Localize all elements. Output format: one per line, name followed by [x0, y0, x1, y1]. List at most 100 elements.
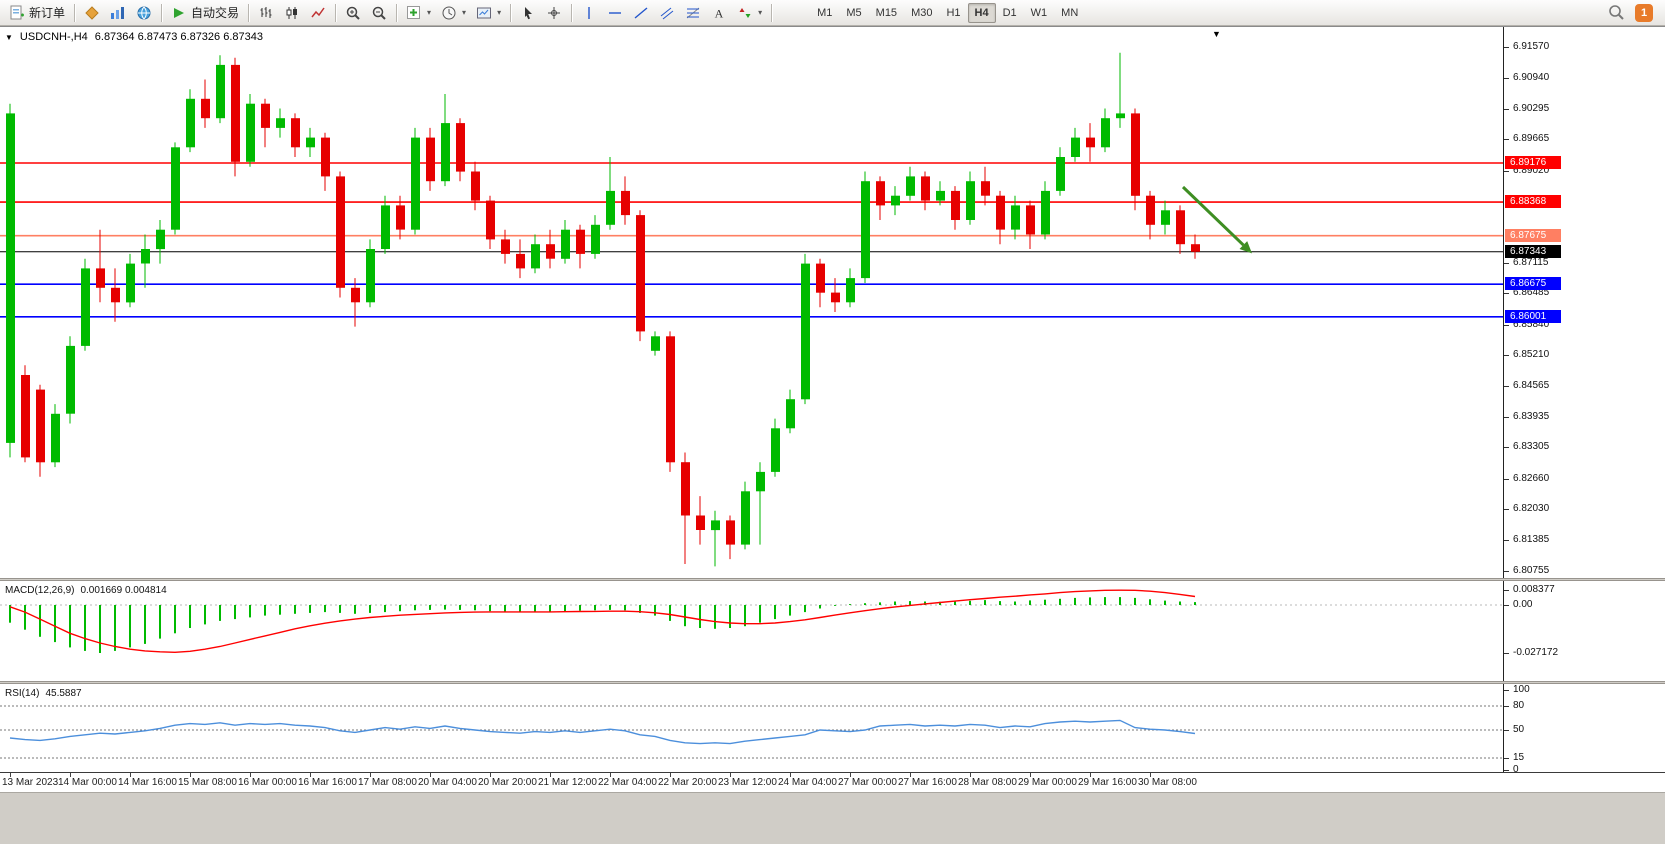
market-watch-button[interactable] [105, 2, 131, 24]
candle [6, 103, 15, 458]
time-axis-label: 27 Mar 16:00 [898, 777, 957, 788]
candle [36, 384, 45, 477]
candle [831, 278, 840, 312]
candle [996, 190, 1005, 245]
chart-menu-icon[interactable]: ▼ [5, 32, 13, 42]
candle [771, 418, 780, 477]
candle [306, 127, 315, 157]
caret-down-icon: ▾ [462, 8, 467, 17]
macd-label: MACD(12,26,9) 0.001669 0.004814 [5, 585, 167, 596]
timeframe-M30[interactable]: M30 [911, 6, 933, 19]
candle [666, 331, 675, 472]
time-tick [610, 773, 611, 777]
vertical-line-tool-button[interactable] [576, 2, 602, 24]
time-tick [490, 773, 491, 777]
new-order-button[interactable]: 新订单 [4, 2, 70, 24]
candle [66, 336, 75, 424]
timeframe-M15[interactable]: M15 [875, 6, 898, 19]
price-tick [1504, 540, 1509, 541]
cursor-icon [525, 6, 533, 19]
candlestick-icon [286, 6, 298, 19]
fibonacci-tool-button[interactable] [680, 2, 706, 24]
candle [231, 57, 240, 177]
price-tick-label: 6.89020 [1513, 165, 1550, 176]
candle [351, 278, 360, 327]
candle [846, 268, 855, 308]
price-tick-label: 6.85210 [1513, 349, 1550, 360]
main-price-scale[interactable]: 6.91570 6.90940 6.90295 6.89665 6.89020 6.871… [1503, 27, 1665, 578]
timeframe-H4[interactable]: H4 [967, 2, 996, 23]
candle [141, 234, 150, 288]
periods-button[interactable]: ▾ [436, 2, 471, 24]
timeframe-M5[interactable]: M5 [846, 6, 862, 19]
time-tick [1150, 773, 1151, 777]
time-axis[interactable]: 13 Mar 2023 14 Mar 00:00 14 Mar 16:00 15 Ma… [0, 772, 1665, 792]
price-tick-label: 6.89665 [1513, 133, 1550, 144]
candle [21, 365, 30, 463]
channel-tool-button[interactable] [654, 2, 680, 24]
timeframe-H1[interactable]: H1 [946, 6, 961, 19]
rsi-tick [1504, 690, 1509, 691]
macd-scale-label: 0.008377 [1513, 584, 1555, 595]
mql5-button[interactable] [79, 2, 105, 24]
macd-tick [1504, 653, 1509, 654]
trend-arrow[interactable] [1181, 185, 1245, 247]
panel-separator[interactable] [0, 681, 1665, 684]
rsi-scale-label: 100 [1513, 684, 1530, 695]
price-tick-label: 6.84565 [1513, 380, 1550, 391]
bar-chart-mode-button[interactable] [253, 2, 279, 24]
price-tag: 6.87675 [1505, 229, 1561, 242]
chart-shift-marker[interactable]: ▼ [1212, 29, 1221, 39]
time-tick [370, 773, 371, 777]
candlestick-mode-button[interactable] [279, 2, 305, 24]
price-tick-label: 6.82030 [1513, 503, 1550, 514]
macd-panel: MACD(12,26,9) 0.001669 0.004814 0.008377… [0, 578, 1665, 681]
candle [381, 195, 390, 254]
zoom-in-button[interactable] [340, 2, 366, 24]
candle [756, 462, 765, 545]
rsi-tick [1504, 758, 1509, 759]
rsi-value: 45.5887 [45, 688, 82, 699]
price-tick [1504, 78, 1509, 79]
horizontal-line-tool-button[interactable] [602, 2, 628, 24]
cursor-tool-button[interactable] [515, 2, 541, 24]
auto-trading-button[interactable]: 自动交易 [166, 2, 244, 24]
current-price-tag: 6.87343 [1505, 245, 1561, 258]
crosshair-tool-button[interactable] [541, 2, 567, 24]
trendline-tool-button[interactable] [628, 2, 654, 24]
arrows-tool-button[interactable]: ▾ [732, 2, 767, 24]
candle [816, 258, 825, 308]
indicators-button[interactable]: ▾ [401, 2, 436, 24]
price-tick [1504, 263, 1509, 264]
search-icon[interactable] [1608, 4, 1625, 21]
timeframe-W1[interactable]: W1 [1030, 6, 1048, 19]
macd-tick [1504, 590, 1509, 591]
time-axis-label: 27 Mar 00:00 [838, 777, 897, 788]
time-axis-label: 29 Mar 00:00 [1018, 777, 1077, 788]
templates-button[interactable]: ▾ [471, 2, 506, 24]
candle [396, 195, 405, 240]
line-chart-mode-button[interactable] [305, 2, 331, 24]
new-order-label: 新订单 [29, 6, 66, 20]
timeframe-M1[interactable]: M1 [817, 6, 833, 19]
time-axis-label: 16 Mar 16:00 [298, 777, 357, 788]
notification-badge[interactable]: 1 [1635, 3, 1653, 22]
candle [636, 210, 645, 342]
price-tick-label: 6.90940 [1513, 72, 1550, 83]
candle [1116, 52, 1125, 128]
zoom-out-button[interactable] [366, 2, 392, 24]
panel-separator[interactable] [0, 578, 1665, 581]
time-axis-label: 29 Mar 16:00 [1078, 777, 1137, 788]
time-axis-label: 22 Mar 20:00 [658, 777, 717, 788]
candle [1011, 195, 1020, 240]
community-button[interactable] [131, 2, 157, 24]
zoom-in-icon [346, 6, 360, 20]
main-plot-area[interactable] [0, 27, 1503, 579]
macd-tick [1504, 605, 1509, 606]
price-tick [1504, 417, 1509, 418]
timeframe-D1[interactable]: D1 [1002, 6, 1017, 19]
candle [1026, 200, 1035, 249]
time-tick [10, 773, 11, 777]
timeframe-MN[interactable]: MN [1061, 6, 1079, 19]
text-tool-button[interactable]: A [706, 2, 732, 24]
